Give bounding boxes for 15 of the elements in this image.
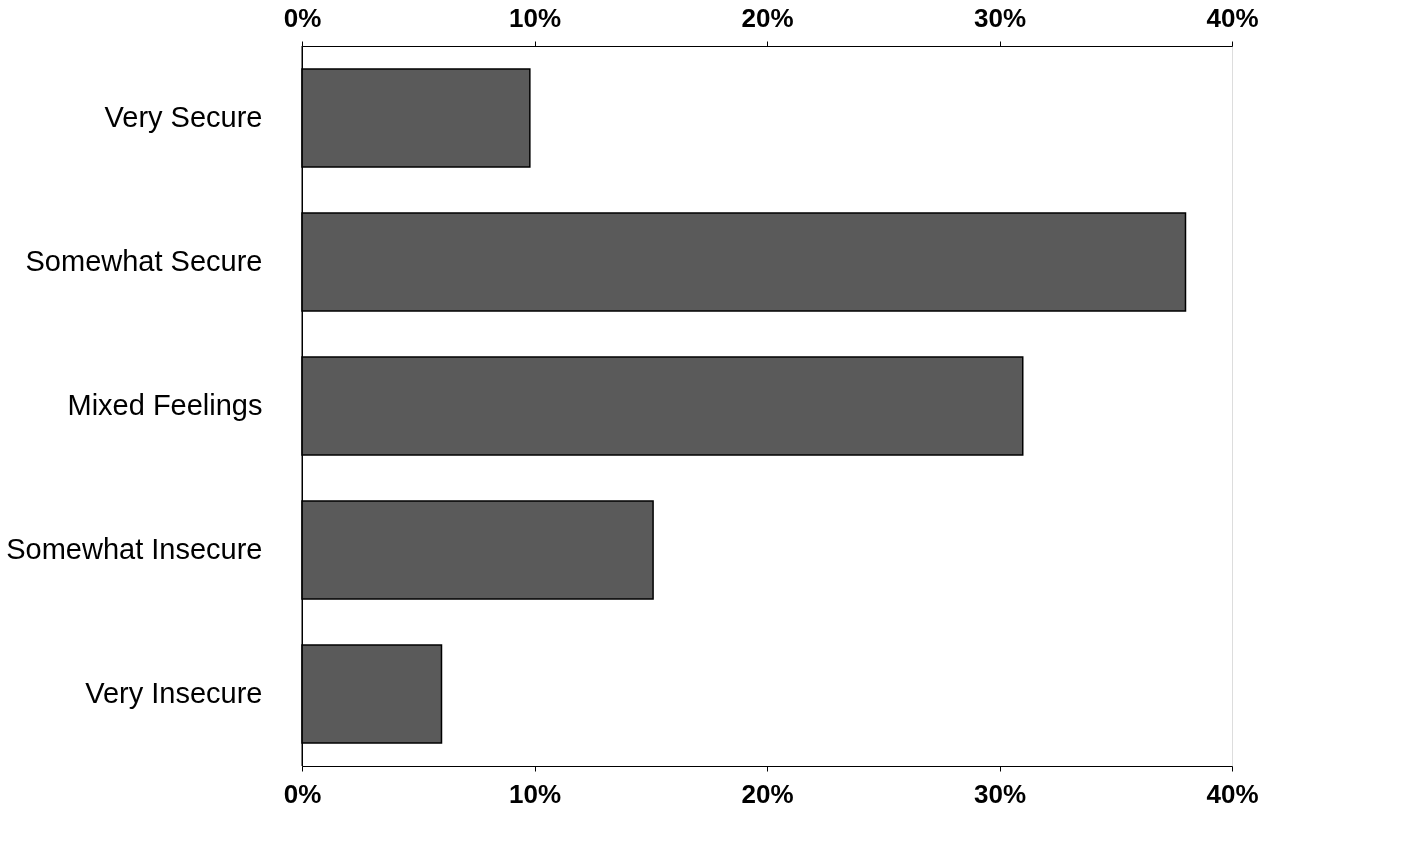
x2-tick-label: 20%	[741, 778, 794, 809]
y-tick-label: Somewhat Secure	[25, 245, 263, 277]
x2-tick-label: 30%	[973, 778, 1027, 809]
x-tick-label: 10%	[508, 2, 562, 33]
y-tick-label: Very Insecure	[85, 677, 263, 709]
x-tick-label: 30%	[973, 2, 1027, 33]
x2-tick-label: 10%	[508, 778, 562, 809]
y-tick-label: Very Secure	[104, 101, 263, 133]
x2-tick-label: 40%	[1206, 778, 1259, 809]
x-tick-label: 40%	[1206, 2, 1259, 33]
y-tick-label: Mixed Feelings	[67, 389, 263, 421]
y-tick-label: Somewhat Insecure	[6, 533, 263, 565]
x-tick-label: 0%	[283, 2, 322, 33]
x-tick-label: 20%	[741, 2, 794, 33]
x2-tick-label: 0%	[283, 778, 322, 809]
